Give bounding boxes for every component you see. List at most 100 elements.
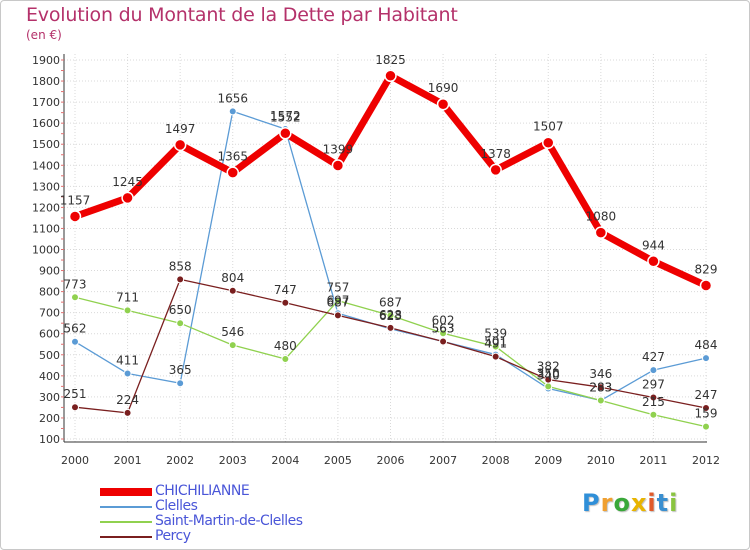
data-point [333,296,342,305]
data-point [702,404,710,413]
data-label: 247 [695,388,718,402]
data-label: 365 [169,363,192,377]
data-label: 773 [64,277,87,291]
data-label: 1157 [60,193,91,207]
data-label: 628 [379,308,402,322]
data-label: 501 [484,335,507,349]
y-tick-label: 600 [39,328,60,341]
data-point [491,352,500,361]
data-label: 1825 [375,53,406,67]
data-label: 539 [484,327,507,341]
x-tick-label: 2009 [534,454,562,467]
data-label: 563 [432,322,455,336]
legend-label: Percy [155,528,191,544]
y-tick-label: 800 [39,286,60,299]
data-point [71,403,79,412]
x-tick-label: 2003 [219,454,247,467]
y-tick-label: 500 [39,349,60,362]
legend-item: CHICHILIANNE [100,484,303,499]
data-label: 804 [221,271,244,285]
y-tick-label: 1300 [32,180,60,193]
data-label: 382 [537,360,560,374]
y-tick-label: 1000 [32,244,60,257]
y-tick-label: 1100 [32,222,60,235]
data-point [228,107,237,116]
data-point [384,69,397,83]
data-point [594,226,608,239]
y-tick-label: 1400 [32,159,60,172]
data-label: 1378 [480,147,511,161]
x-tick-label: 2007 [429,454,457,467]
data-label: 427 [642,350,665,364]
data-label: 1080 [586,210,617,224]
x-tick-label: 2008 [482,454,510,467]
data-point [228,286,237,295]
data-point [491,342,500,351]
y-tick-label: 700 [39,307,60,320]
data-point [123,408,132,417]
data-label: 1399 [323,142,354,156]
data-point [596,396,605,405]
data-label: 159 [695,407,718,421]
data-point [176,275,185,284]
legend-swatch [100,487,152,496]
data-label: 283 [589,380,612,394]
data-label: 411 [116,354,139,368]
data-label: 224 [116,393,139,407]
x-tick-label: 2001 [114,454,142,467]
data-label: 563 [432,322,455,336]
x-tick-label: 2002 [166,454,194,467]
data-label: 1245 [112,175,143,189]
data-point [71,337,79,346]
data-label: 1552 [270,110,301,124]
x-tick-label: 2012 [692,454,720,467]
y-tick-label: 300 [39,391,60,404]
data-point [386,311,395,320]
data-label: 215 [642,395,665,409]
data-label: 346 [589,367,612,381]
data-label: 350 [537,366,560,380]
data-point [542,136,555,149]
data-point [123,306,132,315]
data-point [436,97,450,111]
legend-swatch [100,505,152,508]
legend-label: Saint-Martin-de-Clelles [155,513,303,529]
data-point [226,166,239,179]
data-label: 283 [589,380,612,394]
data-label: 687 [379,295,402,309]
data-point [489,163,502,177]
data-point [702,354,710,363]
data-label: 1365 [217,150,248,164]
x-tick-label: 2010 [587,454,615,467]
y-tick-label: 1600 [32,117,60,130]
data-label: 711 [116,290,139,304]
y-tick-label: 1800 [32,75,60,88]
data-label: 650 [169,303,192,317]
data-label: 623 [379,309,402,323]
y-tick-label: 200 [39,412,60,425]
data-point [121,191,134,205]
data-label: 1507 [533,120,564,134]
data-label: 944 [642,238,665,252]
proxiti-logo: Proxiti [582,489,679,517]
data-label: 297 [642,378,665,392]
data-label: 562 [64,322,87,336]
data-label: 1656 [217,91,248,105]
y-tick-label: 400 [39,370,60,383]
data-label: 251 [64,387,87,401]
data-point [331,159,345,172]
y-tick-label: 1700 [32,96,60,109]
data-label: 1497 [165,122,196,136]
x-tick-label: 2004 [271,454,299,467]
data-label: 697 [326,293,349,307]
chart-subtitle: (en €) [26,28,62,42]
legend-label: Clelles [155,498,198,514]
y-tick-label: 1900 [32,54,60,67]
data-point [649,366,658,375]
data-label: 484 [695,338,718,352]
data-label: 491 [484,337,507,351]
data-label: 858 [169,259,192,273]
data-point [68,210,82,223]
data-point [386,323,395,332]
